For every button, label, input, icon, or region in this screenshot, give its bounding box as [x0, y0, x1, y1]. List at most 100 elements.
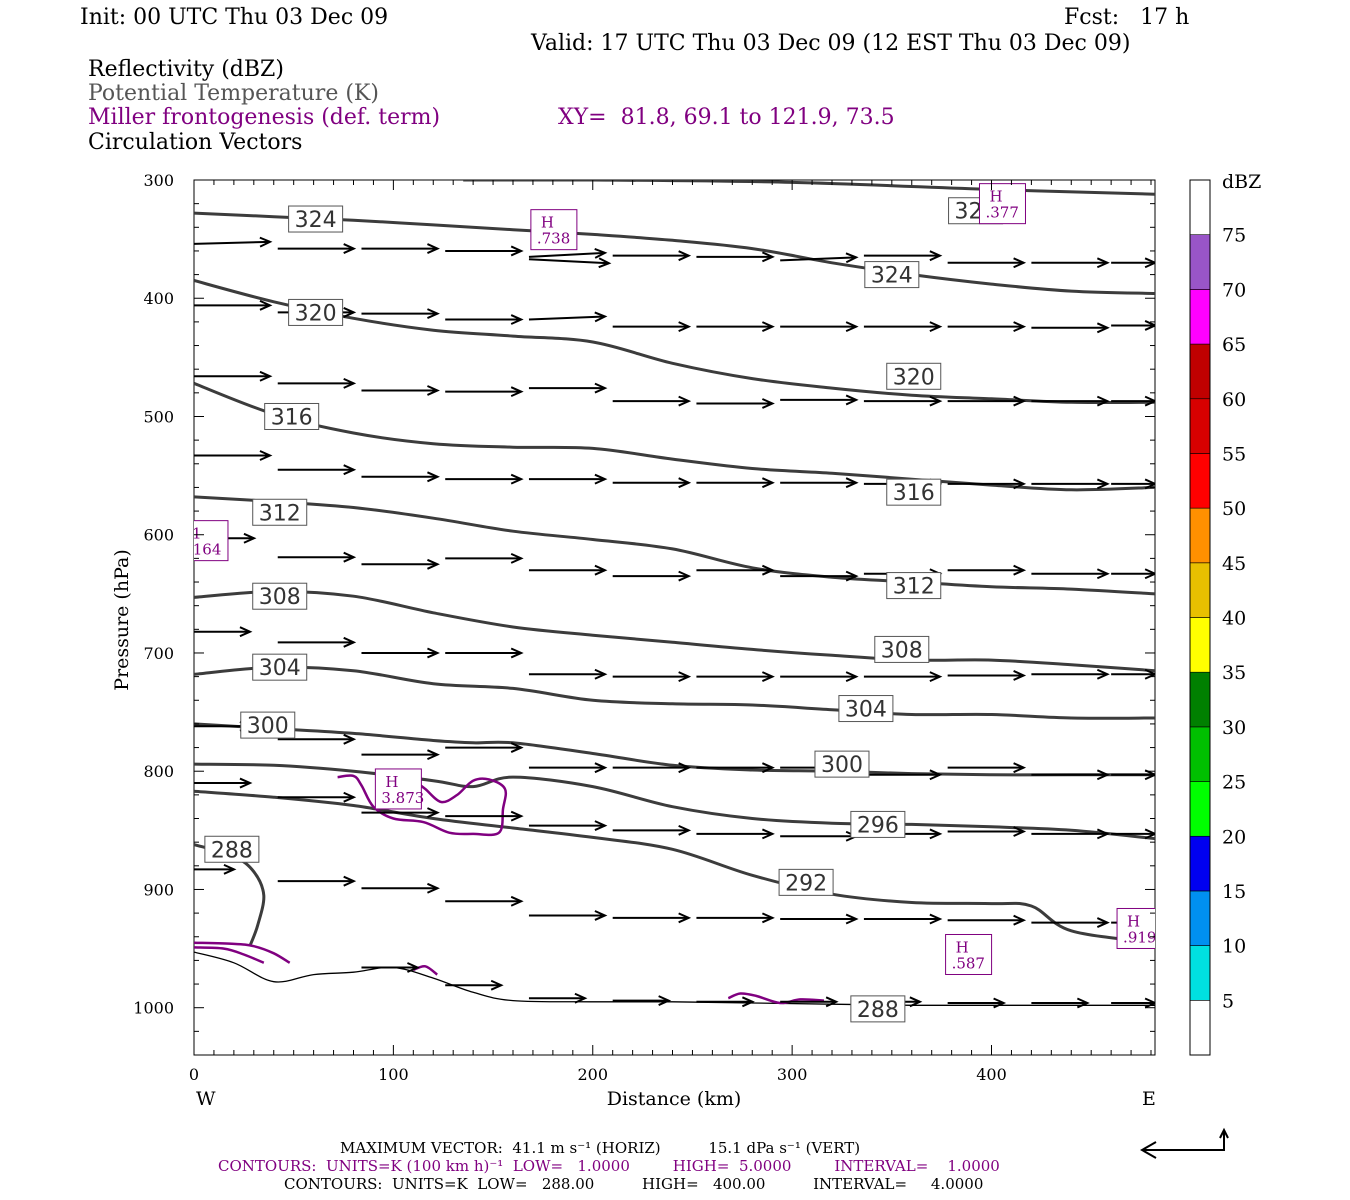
svg-text:H: H	[956, 938, 969, 956]
colorbar-swatch-13	[1189, 289, 1211, 345]
vector-34	[947, 395, 1027, 407]
vector-5	[528, 247, 608, 259]
vector-102	[612, 912, 692, 924]
colorbar: 5 10 15 20 25 30 35 40 45 50 55 60 65 70 75	[1189, 179, 1246, 1056]
svg-text:312: 312	[259, 501, 301, 526]
vector-40	[445, 473, 524, 485]
vector-15	[361, 308, 440, 320]
svg-text:.377: .377	[985, 204, 1018, 222]
max-vector-note: MAXIMUM VECTOR: 41.1 m s⁻¹ (HORIZ) 15.1 …	[340, 1139, 861, 1157]
vector-86	[277, 791, 357, 803]
colorbar-level-12: 65	[1222, 334, 1246, 356]
vector-116	[947, 997, 1007, 1009]
maximum-label-1: H.377	[978, 183, 1026, 225]
vector-39	[361, 471, 440, 483]
y-axis-label: Pressure (hPa)	[111, 549, 133, 691]
vector-112	[612, 995, 672, 1007]
vector-9	[863, 250, 943, 262]
maximum-label-4: H.587	[945, 933, 993, 975]
maximum-label-0: H.738	[530, 209, 578, 251]
vector-47	[1031, 478, 1110, 490]
vector-8	[780, 252, 859, 264]
vector-107	[1031, 917, 1110, 928]
svg-text:308: 308	[881, 638, 923, 663]
x-left-end-label: W	[196, 1088, 216, 1110]
colorbar-level-1: 10	[1222, 936, 1246, 958]
x-tick-label-2: 200	[577, 1065, 608, 1084]
colorbar-swatch-15	[1189, 179, 1211, 235]
theta-label-15: 296	[850, 810, 906, 838]
forecast-hour: Fcst: 17 h	[1064, 5, 1190, 30]
colorbar-level-14: 75	[1222, 225, 1246, 247]
vector-109	[361, 962, 420, 973]
vector-99	[361, 882, 440, 894]
colorbar-swatch-7	[1189, 617, 1211, 673]
frontogenesis-contours	[194, 774, 825, 1005]
vector-13	[194, 299, 273, 311]
frontogenesis-contour-note: CONTOURS: UNITS=K (100 km h)⁻¹ LOW= 1.00…	[218, 1157, 1000, 1175]
vector-20	[780, 321, 859, 333]
x-right-end-label: E	[1142, 1088, 1156, 1110]
vector-83	[1031, 769, 1110, 781]
vector-48	[1111, 478, 1155, 490]
vector-70	[947, 670, 1027, 681]
y-tick-label-4: 700	[143, 644, 174, 663]
vector-50	[277, 551, 357, 563]
svg-text:320: 320	[295, 301, 337, 326]
frontogenesis-contour-4	[727, 992, 825, 1005]
colorbar-swatch-9	[1189, 507, 1211, 564]
y-tick-label-1: 400	[143, 289, 174, 308]
theta-label-5: 316	[264, 402, 320, 430]
frontogenesis-contour-1	[194, 941, 291, 964]
field-theta: Potential Temperature (K)	[88, 81, 379, 106]
y-tick-label-6: 900	[143, 880, 174, 899]
vector-51	[361, 558, 440, 570]
colorbar-level-10: 55	[1222, 443, 1246, 465]
svg-text:H: H	[989, 188, 1002, 206]
vector-54	[612, 570, 692, 582]
svg-text:3.873: 3.873	[381, 789, 424, 807]
y-tick-label-0: 300	[143, 171, 174, 190]
colorbar-unit: dBZ	[1222, 171, 1261, 193]
vector-78	[612, 762, 692, 774]
theta-label-6: 316	[886, 478, 942, 506]
vector-32	[780, 394, 859, 406]
colorbar-level-6: 35	[1222, 662, 1246, 684]
vector-35	[1031, 395, 1110, 407]
vector-90	[612, 824, 692, 836]
svg-text:.919: .919	[1123, 928, 1156, 946]
colorbar-swatch-11	[1189, 398, 1211, 454]
vector-104	[780, 913, 859, 925]
theta-contour-2	[194, 381, 1155, 492]
vector-31	[696, 398, 775, 409]
vector-55	[696, 564, 775, 576]
colorbar-level-0: 5	[1222, 990, 1234, 1012]
vector-24	[1111, 320, 1155, 331]
vector-30	[612, 395, 692, 407]
vector-42	[612, 477, 692, 489]
theta-label-18: 288	[850, 995, 906, 1023]
vector-6	[612, 250, 692, 262]
colorbar-level-7: 40	[1222, 608, 1246, 630]
vector-79	[696, 762, 775, 774]
theta-label-8: 312	[886, 572, 942, 600]
colorbar-level-5: 30	[1222, 717, 1246, 739]
theta-label-3: 320	[288, 298, 344, 326]
vector-21	[863, 321, 943, 333]
x-tick-label-0: 0	[189, 1065, 199, 1084]
colorbar-level-13: 70	[1222, 279, 1246, 301]
theta-label-4: 320	[886, 362, 942, 390]
xy-endpoints: XY= 81.8, 69.1 to 121.9, 73.5	[558, 105, 895, 130]
vector-84	[1111, 769, 1155, 781]
colorbar-level-9: 50	[1222, 498, 1246, 520]
theta-contour-0	[194, 211, 1155, 295]
svg-text:1: 1	[192, 525, 202, 543]
vector-2	[361, 243, 440, 254]
svg-text:320: 320	[893, 365, 935, 390]
theta-contour-1	[194, 279, 1155, 405]
vector-72	[1111, 668, 1155, 680]
vector-82	[947, 762, 1027, 774]
vector-71	[1031, 668, 1110, 680]
vector-44	[780, 477, 859, 489]
